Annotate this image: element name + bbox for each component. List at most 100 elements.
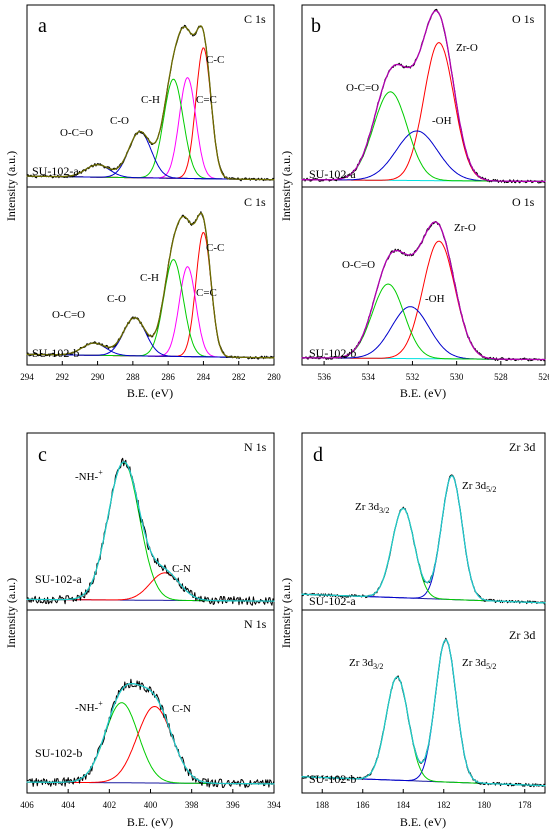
- x-tick-label: 394: [267, 800, 281, 810]
- x-tick-label: 292: [56, 372, 70, 382]
- panel-c: 406 404 402 400 398 396 394 c N 1s N 1s SU-102…: [4, 432, 281, 829]
- peak-label-zr-o: Zr-O: [454, 222, 476, 234]
- x-tick-label: 406: [20, 800, 34, 810]
- panel-a-frame: [26, 4, 275, 366]
- panel-d-x-axis-label: B.E. (eV): [400, 815, 446, 829]
- panel-d-letter: d: [313, 444, 323, 466]
- x-tick-label: 282: [232, 372, 246, 382]
- panel-c-top-traces: [26, 457, 275, 606]
- x-tick-label: 402: [103, 800, 117, 810]
- panel-b-letter: b: [311, 15, 321, 37]
- peak-label-c-n: C-N: [172, 563, 191, 575]
- panel-c-x-axis-label: B.E. (eV): [127, 815, 173, 829]
- peak-label-nh-plus: -NH-+: [75, 468, 103, 483]
- zr-label-base: Zr 3d: [349, 657, 374, 669]
- x-tick-label: 286: [161, 372, 175, 382]
- envelope-fit-trace: [301, 638, 546, 787]
- peak-label-zr-3d-5-2: Zr 3d5/2: [462, 480, 496, 494]
- panel-b: 536534532530528526 b O 1s O 1s SU-102-a …: [279, 4, 549, 400]
- envelope-fit-trace: [26, 461, 275, 602]
- x-tick-label: 184: [397, 800, 411, 810]
- envelope-fit-trace: [301, 221, 546, 361]
- x-tick-label: 526: [538, 372, 549, 382]
- x-tick-label: 182: [437, 800, 451, 810]
- x-tick-label: 280: [267, 372, 281, 382]
- panel-a-x-axis-label: B.E. (eV): [127, 386, 173, 400]
- x-tick-label: 290: [91, 372, 105, 382]
- panel-a-letter: a: [38, 15, 47, 37]
- panel-d-bottom-traces: [301, 637, 546, 788]
- x-tick-label: 398: [185, 800, 199, 810]
- x-tick-label: 532: [406, 372, 420, 382]
- panel-c-frame: [26, 432, 275, 794]
- x-tick-label: 284: [197, 372, 211, 382]
- panel-a-bottom-traces: [26, 211, 275, 360]
- peak-label-zr-3d-5-2: Zr 3d5/2: [462, 657, 496, 671]
- panel-b-frame: [301, 4, 546, 366]
- x-tick-label: 528: [494, 372, 508, 382]
- raw-data-trace: [301, 637, 546, 788]
- panel-c-bottom-traces: [26, 678, 275, 789]
- x-tick-label: 396: [226, 800, 240, 810]
- panel-d-x-ticks: 188 186 184 182 180 178: [316, 789, 532, 810]
- zr-label-base: Zr 3d: [462, 657, 487, 669]
- peak-label-c-h: C-H: [141, 94, 160, 106]
- peak-label-o-c-eq-o: O-C=O: [342, 259, 375, 271]
- panel-a-y-axis-label: Intensity (a.u.): [4, 151, 18, 221]
- peak-label-c-eq-c: C=C: [196, 287, 217, 299]
- panel-b-top-core-level: O 1s: [512, 12, 535, 26]
- peak-label-c-n: C-N: [172, 703, 191, 715]
- panel-d-top-traces: [301, 474, 546, 605]
- component-peak-trace: [26, 232, 275, 359]
- peak-label-c-o: C-O: [107, 293, 126, 305]
- panel-b-bottom-core-level: O 1s: [512, 195, 535, 209]
- peak-label-oh: -OH: [432, 115, 452, 127]
- peak-label-oh: -OH: [425, 293, 445, 305]
- envelope-fit-trace: [26, 683, 275, 785]
- panel-d: 188 186 184 182 180 178 d Zr 3d Zr 3d SU-102-…: [279, 432, 546, 829]
- raw-data-trace: [26, 211, 275, 360]
- zr-label-subscript: 3/2: [373, 662, 383, 671]
- peak-label-o-c-eq-o: O-C=O: [60, 127, 93, 139]
- envelope-fit-trace: [301, 10, 546, 183]
- peak-label-zr-o: Zr-O: [456, 42, 478, 54]
- component-peak-trace: [26, 47, 275, 181]
- raw-data-trace: [301, 8, 546, 184]
- zr-label-subscript: 3/2: [379, 506, 389, 515]
- x-tick-label: 288: [126, 372, 140, 382]
- peak-label-zr-3d-3-2: Zr 3d3/2: [349, 657, 383, 671]
- panel-d-top-core-level: Zr 3d: [509, 440, 535, 454]
- raw-data-trace: [301, 221, 546, 362]
- panel-c-bottom-core-level: N 1s: [244, 617, 267, 631]
- panel-b-x-axis-label: B.E. (eV): [400, 386, 446, 400]
- panel-c-top-sample: SU-102-a: [35, 572, 82, 586]
- nh-label-base: -NH-: [75, 471, 99, 483]
- panel-a-x-ticks: 294 292 290 288 286 284 282 280: [20, 361, 281, 382]
- peak-label-c-c: C-C: [206, 54, 224, 66]
- component-peak-trace: [26, 702, 275, 785]
- nh-label-base: -NH-: [75, 702, 99, 714]
- x-tick-label: 400: [144, 800, 158, 810]
- peak-label-zr-3d-3-2: Zr 3d3/2: [355, 501, 389, 515]
- nh-label-superscript: +: [98, 468, 103, 477]
- peak-label-o-c-eq-o: O-C=O: [52, 309, 85, 321]
- panel-b-top-traces: [301, 8, 546, 184]
- panel-a-bottom-core-level: C 1s: [244, 195, 266, 209]
- panel-b-bottom-traces: [301, 221, 546, 362]
- zr-label-base: Zr 3d: [462, 480, 487, 492]
- panel-d-bottom-sample: SU-102-b: [309, 772, 356, 786]
- panel-b-bottom-sample: SU-102-b: [309, 346, 356, 360]
- panel-c-x-ticks: 406 404 402 400 398 396 394: [20, 789, 281, 810]
- panel-a-top-core-level: C 1s: [244, 12, 266, 26]
- zr-label-subscript: 5/2: [486, 662, 496, 671]
- panel-a: 294 292 290 288 286 284 282 280 a C 1s C 1s SU-…: [4, 4, 281, 400]
- peak-label-c-o: C-O: [110, 115, 129, 127]
- peak-label-nh-plus: -NH-+: [75, 699, 103, 714]
- peak-label-c-h: C-H: [140, 272, 159, 284]
- peak-label-c-eq-c: C=C: [196, 94, 217, 106]
- panel-c-letter: c: [38, 444, 47, 466]
- peak-label-c-c: C-C: [206, 242, 224, 254]
- x-tick-label: 404: [61, 800, 75, 810]
- component-peak-trace: [301, 507, 546, 604]
